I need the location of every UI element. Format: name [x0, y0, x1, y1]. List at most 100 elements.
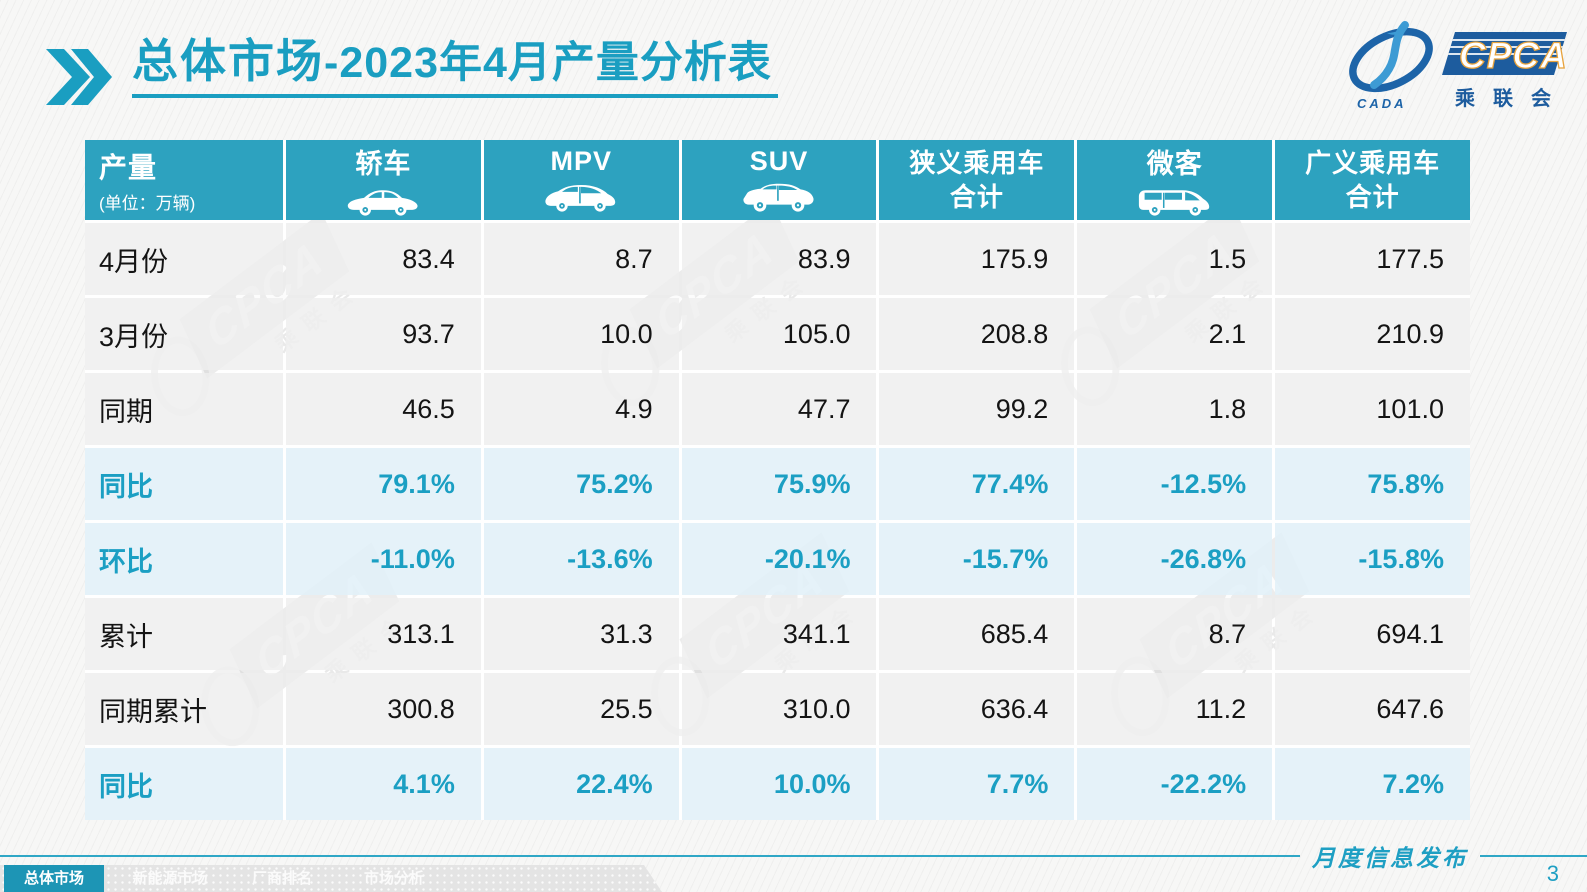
table-cell: 8.7	[1077, 598, 1273, 670]
col-header-title: 轿车	[355, 149, 412, 179]
cada-text: CADA	[1357, 96, 1407, 111]
table-cell: -26.8%	[1077, 523, 1273, 595]
table-cell: -11.0%	[286, 523, 481, 595]
page-number: 3	[1546, 861, 1559, 886]
table-cell: -20.1%	[681, 523, 877, 595]
footer-note: 月度信息发布	[1312, 845, 1468, 872]
row-label: 同比	[85, 748, 283, 820]
table-cell: -15.7%	[879, 523, 1075, 595]
table-cell: 101.0	[1275, 373, 1470, 445]
table-cell: 83.9	[681, 223, 877, 295]
col-header-line2: 合计	[1345, 181, 1400, 212]
table-cell: 83.4	[286, 223, 481, 295]
row-label: 累计	[85, 598, 283, 670]
table-cell: 175.9	[879, 223, 1075, 295]
cada-emblem-icon: CADA	[1349, 21, 1433, 111]
col-header-suv: SUV	[681, 140, 877, 220]
table-cell: 105.0	[681, 298, 877, 370]
table-cell: -13.6%	[483, 523, 679, 595]
table-cell: 2.1	[1077, 298, 1273, 370]
col-header-broad-pv-total: 广义乘用车 合计	[1275, 140, 1470, 220]
table-cell: -22.2%	[1077, 748, 1273, 820]
table-cell: -12.5%	[1077, 448, 1273, 520]
table-cell: 313.1	[286, 598, 481, 670]
table-cell: 647.6	[1275, 673, 1470, 745]
col-header-title: 微客	[1146, 149, 1203, 179]
cpca-logo: CADA CPCA 乘联会	[1341, 18, 1569, 118]
logo-subtitle: 乘联会	[1454, 86, 1569, 110]
col-header-title: SUV	[749, 146, 809, 176]
sedan-icon	[348, 190, 418, 216]
divider-line-right	[1480, 855, 1587, 857]
table-cell: 22.4%	[483, 748, 679, 820]
table-cell: 46.5	[286, 373, 481, 445]
nav-tab-nev-market[interactable]: 新能源市场	[132, 870, 208, 887]
row-label: 3月份	[85, 298, 283, 370]
col-header-narrow-pv-total: 狭义乘用车 合计	[879, 140, 1075, 220]
table-cell: 93.7	[286, 298, 481, 370]
suv-icon	[743, 183, 814, 212]
row-label: 同比	[85, 448, 283, 520]
table-cell: 208.8	[879, 298, 1075, 370]
table-cell: -15.8%	[1275, 523, 1470, 595]
table-cell: 11.2	[1077, 673, 1273, 745]
col-header-unit: (单位：万辆)	[99, 194, 196, 213]
col-header-title: MPV	[550, 146, 612, 176]
divider-line-left	[0, 855, 1300, 857]
table-cell: 300.8	[286, 673, 481, 745]
page-title: 总体市场-2023年4月产量分析表	[132, 35, 778, 98]
table-cell: 694.1	[1275, 598, 1470, 670]
table-cell: 75.2%	[483, 448, 679, 520]
double-chevron-icon	[46, 49, 112, 105]
table-cell: 31.3	[483, 598, 679, 670]
table-cell: 341.1	[681, 598, 877, 670]
table-cell: 25.5	[483, 673, 679, 745]
page-title-rest: -2023年4月产量分析表	[324, 39, 772, 87]
table-cell: 77.4%	[879, 448, 1075, 520]
table-cell: 1.5	[1077, 223, 1273, 295]
table-cell: 10.0	[483, 298, 679, 370]
cpca-badge: CPCA 乘联会	[1442, 32, 1569, 110]
col-header-mpv: MPV	[483, 140, 679, 220]
nav-tab-overall-market[interactable]: 总体市场	[4, 865, 104, 892]
table-cell: 10.0%	[681, 748, 877, 820]
col-header-line1: 狭义乘用车	[909, 147, 1045, 178]
table-cell: 79.1%	[286, 448, 481, 520]
footer-divider: 月度信息发布	[0, 843, 1587, 872]
microvan-icon	[1138, 190, 1209, 216]
cpca-logo-graphic: CADA CPCA 乘联会	[1349, 21, 1569, 111]
table-cell: 7.2%	[1275, 748, 1470, 820]
row-label: 4月份	[85, 223, 283, 295]
table-cell: 75.9%	[681, 448, 877, 520]
table-cell: 4.9	[483, 373, 679, 445]
table-cell: 636.4	[879, 673, 1075, 745]
col-header-title: 产量	[99, 152, 158, 183]
table-cell: 7.7%	[879, 748, 1075, 820]
row-label: 环比	[85, 523, 283, 595]
table-cell: 685.4	[879, 598, 1075, 670]
col-header-sedan: 轿车	[286, 140, 481, 220]
table-cell: 177.5	[1275, 223, 1470, 295]
mpv-icon	[545, 184, 616, 212]
page-title-primary: 总体市场	[132, 35, 324, 87]
table-cell: 210.9	[1275, 298, 1470, 370]
table-cell: 47.7	[681, 373, 877, 445]
nav-tab-market-analysis[interactable]: 市场分析	[363, 870, 424, 887]
col-header-line2: 合计	[949, 181, 1004, 212]
table-cell: 99.2	[879, 373, 1075, 445]
table-cell: 4.1%	[286, 748, 481, 820]
bottom-nav: 总体市场 新能源市场 厂商排名 市场分析	[0, 865, 662, 892]
col-header-line1: 广义乘用车	[1305, 147, 1441, 178]
row-label: 同期	[85, 373, 283, 445]
cpca-text: CPCA	[1459, 35, 1568, 76]
nav-tab-manufacturer-ranking[interactable]: 厂商排名	[251, 870, 312, 887]
col-header-microvan: 微客	[1077, 140, 1273, 220]
slide-header: 总体市场-2023年4月产量分析表	[46, 35, 778, 106]
table-cell: 310.0	[681, 673, 877, 745]
table-cell: 75.8%	[1275, 448, 1470, 520]
col-header-production: 产量 (单位：万辆)	[85, 140, 283, 220]
table-cell: 8.7	[483, 223, 679, 295]
row-label: 同期累计	[85, 673, 283, 745]
